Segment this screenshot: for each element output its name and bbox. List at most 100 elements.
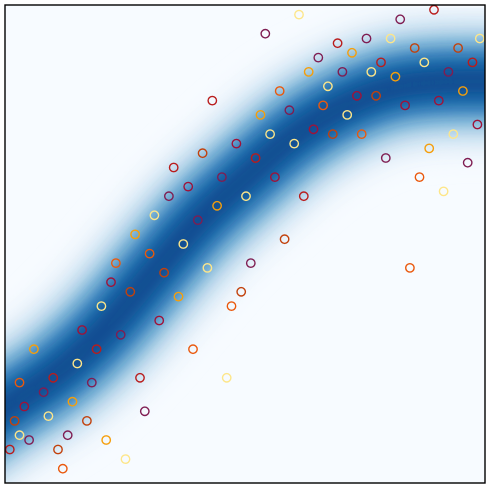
scatter-point (376, 57, 386, 68)
scatter-point (279, 234, 290, 245)
scatter-point (351, 90, 362, 101)
scatter-point (96, 301, 107, 311)
scatter-point (424, 143, 435, 154)
scatter-point (457, 86, 468, 96)
scatter-point (24, 435, 35, 445)
scatter-point (260, 28, 271, 39)
scatter-point (385, 33, 396, 44)
scatter-point (409, 43, 420, 53)
scatter-point (241, 191, 251, 202)
scatter-point (53, 444, 63, 455)
scatter-point (366, 67, 377, 77)
scatter-point (106, 277, 116, 288)
scatter-point (294, 9, 304, 20)
scatter-point (419, 57, 430, 68)
scatter-point (57, 463, 68, 474)
scatter-point (125, 286, 136, 297)
density-band (5, 5, 485, 483)
scatter-point (101, 435, 112, 445)
scatter-point (19, 401, 30, 412)
scatter-point (43, 411, 54, 421)
scatter-point (62, 430, 73, 441)
scatter-point (139, 406, 150, 417)
scatter-point (86, 377, 97, 388)
scatter-point (361, 33, 372, 44)
scatter-point (414, 172, 425, 183)
scatter-point (327, 129, 338, 140)
scatter-point (318, 100, 328, 111)
scatter-point (347, 47, 357, 58)
scatter-point (443, 67, 454, 77)
scatter-point (48, 372, 59, 383)
scatter-point (120, 454, 131, 464)
scatter-point (14, 377, 25, 388)
scatter-point (178, 239, 189, 249)
scatter-point (192, 215, 203, 226)
density-band-layer (5, 75, 485, 415)
scatter-point (265, 129, 275, 140)
scatter-point (216, 172, 227, 183)
scatter-point (332, 38, 343, 49)
scatter-point (250, 153, 261, 163)
scatter-point (400, 100, 410, 111)
scatter-point (433, 95, 444, 106)
scatter-point (356, 129, 367, 140)
scatter-point (183, 181, 194, 192)
scatter-point (472, 119, 483, 130)
scatter-point (135, 372, 145, 383)
scatter-point (173, 291, 184, 302)
scatter-point (9, 415, 20, 426)
scatter-point (115, 329, 126, 340)
scatter-point (38, 387, 49, 398)
scatter-point (202, 262, 213, 273)
scatter-point (313, 52, 324, 63)
scatter-point (308, 124, 319, 135)
scatter-point (337, 67, 348, 77)
scatter-point (29, 344, 39, 355)
scatter-point (82, 415, 92, 426)
scatter-point (342, 110, 353, 120)
scatter-point (390, 71, 401, 82)
scatter-point (111, 258, 121, 268)
scatter-point (197, 148, 208, 159)
scatter-point (236, 286, 247, 297)
scatter-point (144, 248, 155, 259)
scatter-point (322, 81, 333, 92)
scatter-point (168, 162, 179, 173)
scatter-point (207, 95, 218, 106)
scatter-points (5, 5, 485, 474)
scatter-point (462, 157, 473, 168)
scatter-point (159, 267, 170, 278)
scatter-point (438, 186, 449, 197)
scatter-point (380, 153, 391, 163)
scatter-point (72, 358, 83, 369)
scatter-point (231, 138, 242, 149)
scatter-point (467, 57, 478, 68)
scatter-point (474, 33, 485, 44)
scatter-point (77, 325, 88, 335)
scatter-point (298, 191, 309, 202)
scatter-point (448, 129, 459, 140)
scatter-point (163, 191, 174, 202)
plot-frame (4, 4, 486, 484)
scatter-point (91, 344, 102, 355)
scatter-point (274, 86, 285, 96)
scatter-point (188, 344, 198, 355)
scatter-point (221, 372, 232, 383)
scatter-point (67, 396, 78, 407)
scatter-point (284, 105, 295, 116)
scatter-point (289, 138, 300, 149)
scatter-point (245, 258, 256, 268)
scatter-point (371, 90, 381, 101)
scatter-point (255, 110, 266, 120)
scatter-point (154, 315, 165, 326)
scatter-point (149, 210, 160, 221)
scatter-point (453, 43, 463, 53)
scatter-point (226, 301, 237, 311)
scatter-point (303, 67, 314, 77)
scatter-point (14, 430, 25, 441)
scatter-point (404, 262, 415, 273)
scatter-point (130, 229, 141, 240)
